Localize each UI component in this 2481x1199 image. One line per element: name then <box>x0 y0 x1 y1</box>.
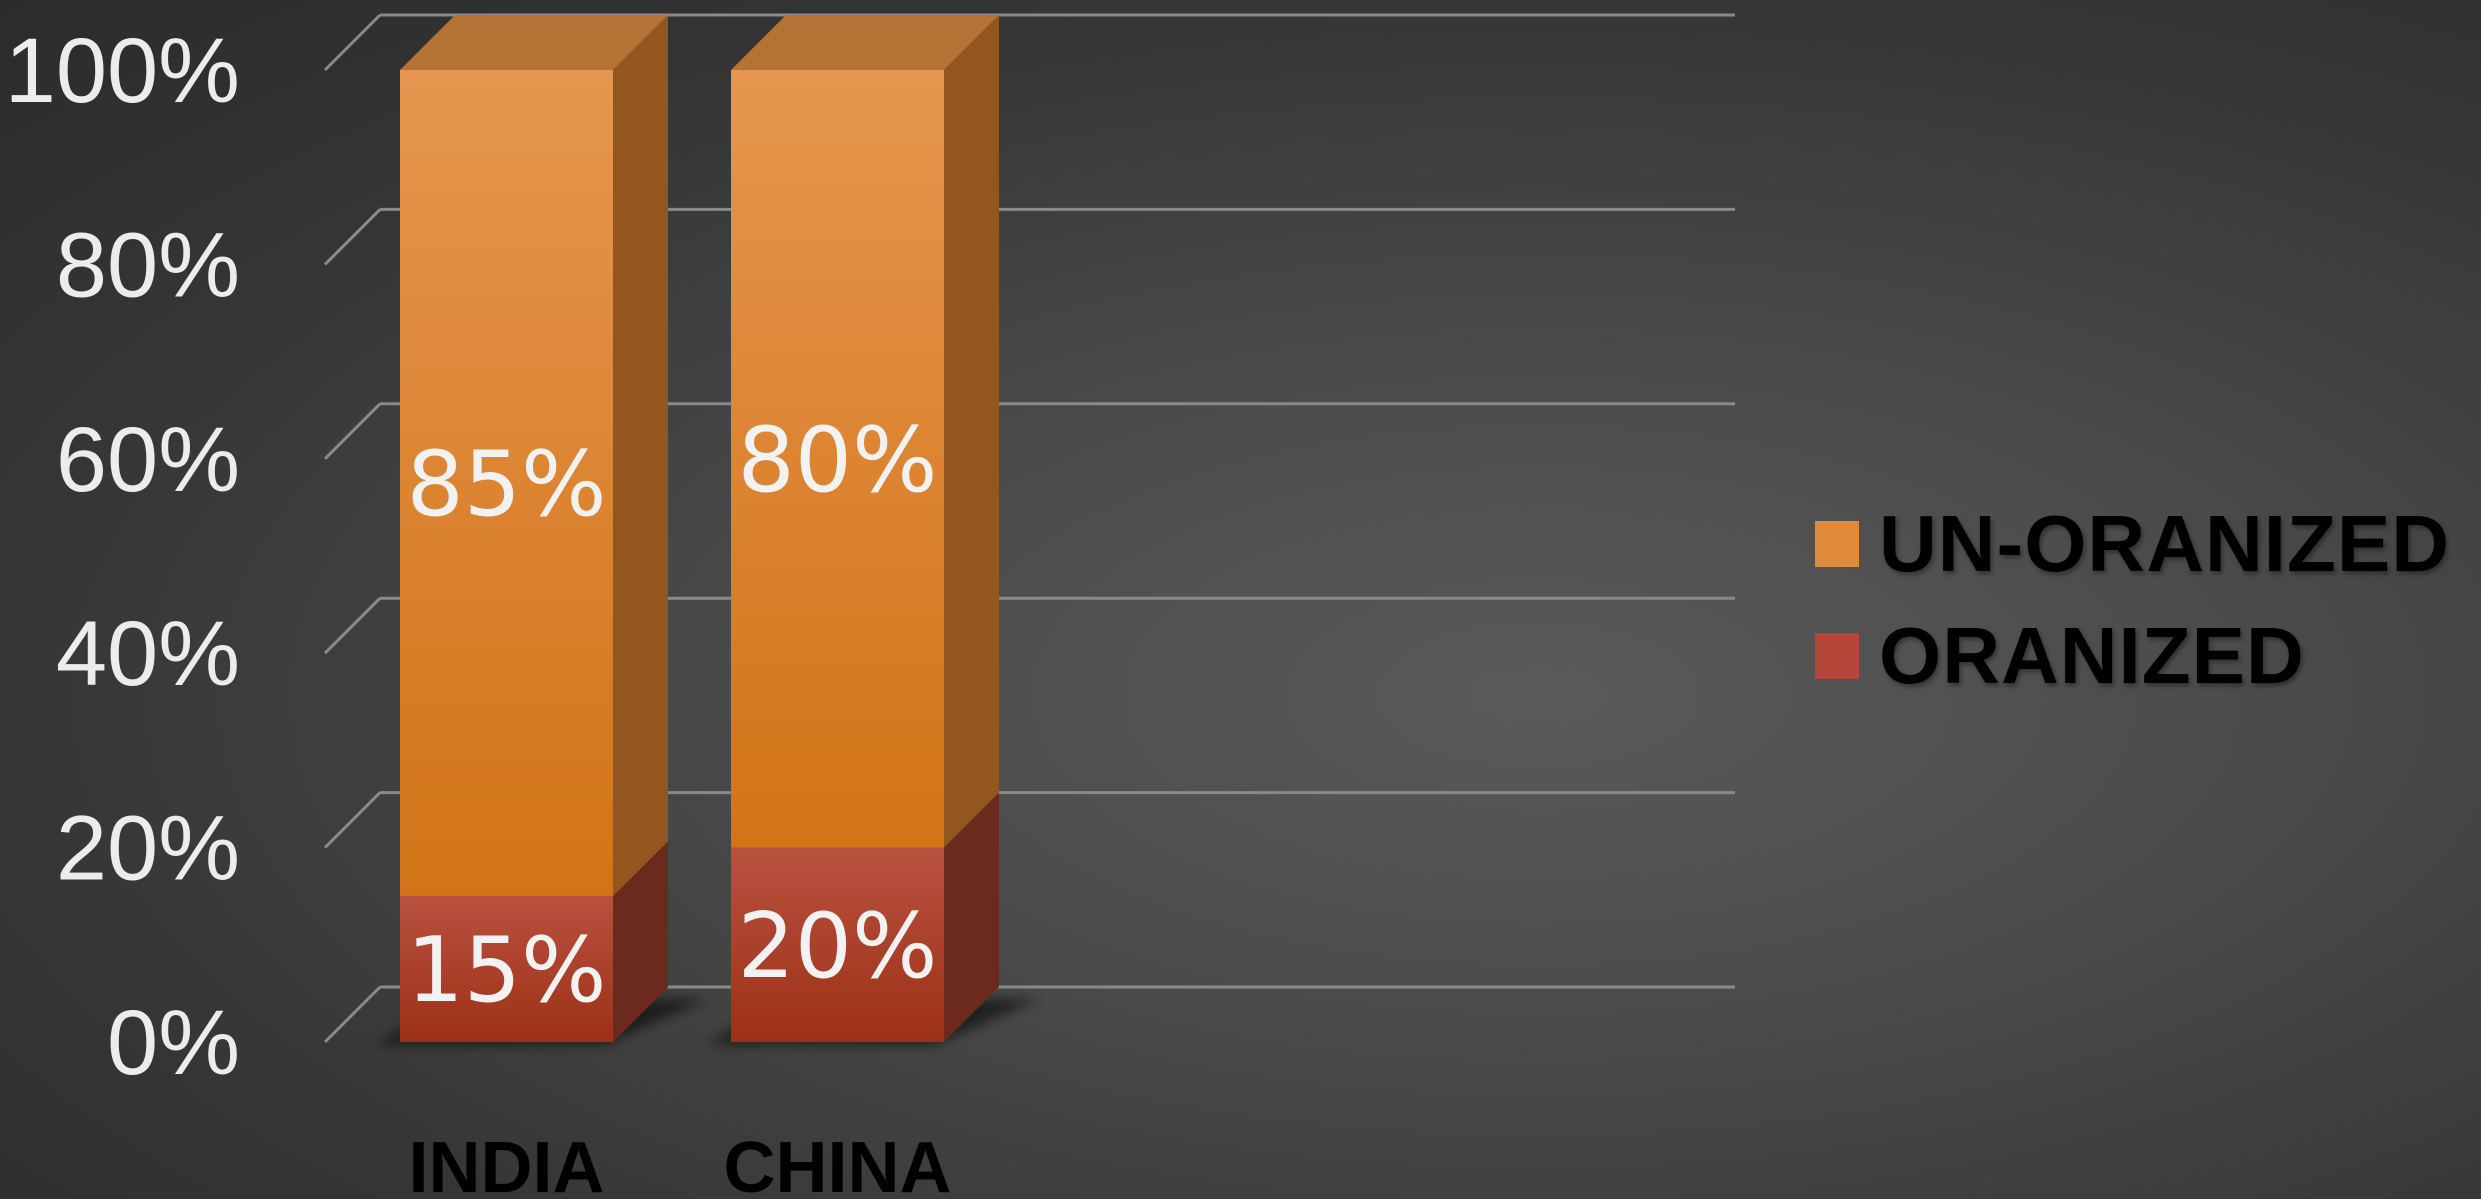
bar-segment-oranized <box>731 847 944 1042</box>
y-axis-ticks: 0% 20% 40% 60% 80% 100% <box>5 20 240 1094</box>
data-label-un-oranized: 80% <box>737 408 937 513</box>
data-label-un-oranized: 85% <box>406 432 606 537</box>
gridline-diagonal <box>323 791 382 849</box>
bar-segment-un-oranized <box>400 70 613 897</box>
y-tick-label: 40% <box>56 603 240 705</box>
legend-swatch-un-oranized <box>1815 521 1859 567</box>
legend-item-un-oranized: UN-ORANIZED <box>1815 488 2450 600</box>
bar-segment-oranized-side <box>613 841 668 1042</box>
data-label-oranized: 15% <box>406 918 606 1023</box>
gridline-diagonal <box>323 13 382 72</box>
legend-item-oranized: ORANIZED <box>1815 600 2450 712</box>
x-axis-categories: INDIA CHINA <box>409 1128 952 1199</box>
x-category-label: INDIA <box>409 1128 605 1199</box>
y-tick-label: 80% <box>56 214 240 316</box>
y-tick-label: 0% <box>107 992 240 1094</box>
legend-swatch-oranized <box>1815 633 1859 679</box>
bar-segment-oranized-side <box>944 792 999 1042</box>
data-label-oranized: 20% <box>737 894 937 999</box>
bar-top-face <box>400 15 668 70</box>
y-tick-label: 20% <box>56 798 240 900</box>
bar-segment-un-oranized <box>731 70 944 848</box>
bars: 15% 85% 20% 80% <box>375 15 1039 1045</box>
bar-segment-un-oranized-side <box>944 15 999 848</box>
legend: UN-ORANIZED ORANIZED <box>1815 488 2450 712</box>
bar-segment-oranized <box>400 896 613 1042</box>
y-tick-label: 60% <box>56 409 240 511</box>
legend-label-oranized: ORANIZED <box>1879 611 2305 700</box>
gridline-diagonal <box>323 402 382 460</box>
bar-top-face <box>731 15 999 70</box>
legend-label-un-oranized: UN-ORANIZED <box>1879 499 2450 588</box>
gridline-diagonal <box>323 208 382 266</box>
y-tick-label: 100% <box>5 20 240 122</box>
x-category-label: CHINA <box>724 1128 952 1199</box>
gridline-diagonal <box>323 985 382 1044</box>
gridline-diagonal <box>323 597 382 655</box>
bar-segment-un-oranized-side <box>613 15 668 897</box>
